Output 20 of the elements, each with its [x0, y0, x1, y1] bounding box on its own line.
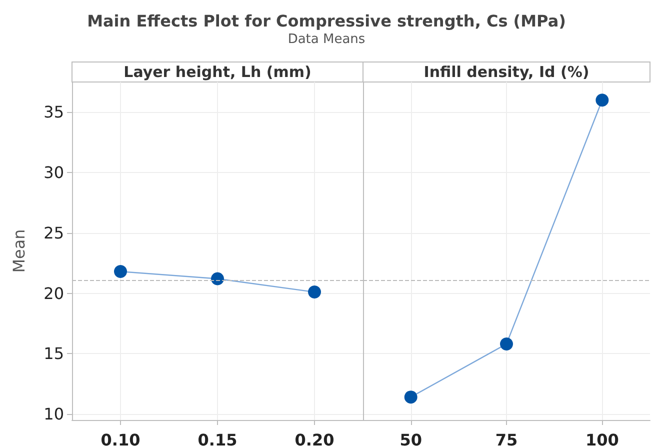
x-axis-title: Infill density, Id (%) [424, 63, 590, 81]
y-tick-label: 25 [44, 223, 64, 242]
chart-title: Main Effects Plot for Compressive strength, Cs (MPa) [87, 12, 566, 30]
x-tick-label: 0.10 [100, 430, 140, 448]
point [114, 265, 127, 278]
y-tick-label: 30 [44, 163, 64, 182]
x-tick-label: 75 [495, 430, 518, 448]
x-tick-label: 0.15 [198, 430, 238, 448]
y-tick-label: 15 [44, 344, 64, 364]
x-tick-label: 100 [585, 430, 619, 448]
point [211, 272, 224, 286]
x-axis-title: Layer height, Lh (mm) [124, 63, 312, 81]
x-tick-label: 50 [400, 430, 422, 448]
chart-subtitle: Data Means [288, 32, 366, 47]
point [308, 286, 321, 299]
y-tick-label: 20 [44, 284, 64, 303]
y-tick-label: 35 [44, 102, 64, 122]
y-tick-label: 10 [44, 404, 64, 424]
y-axis-title: Mean [10, 229, 28, 273]
x-tick-label: 0.20 [294, 430, 334, 448]
